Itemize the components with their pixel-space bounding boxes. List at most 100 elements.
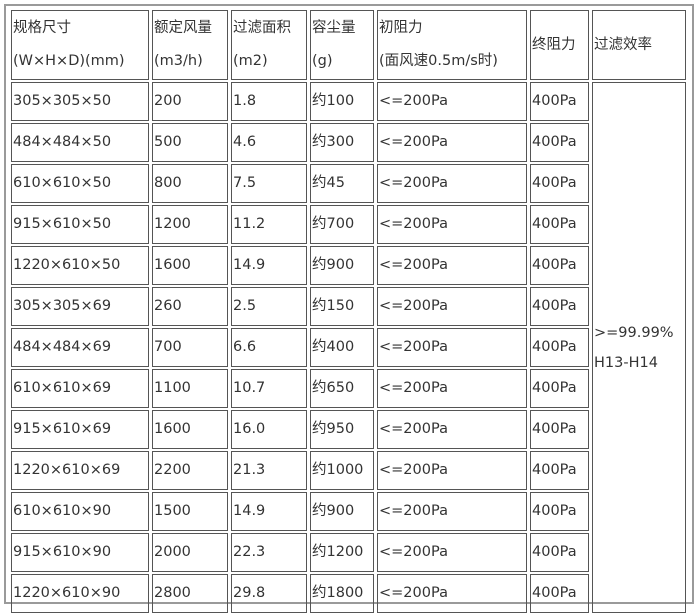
table-row: 484×484×69 700 6.6 约400 <=200Pa 400Pa xyxy=(11,328,686,367)
table-cell: 14.9 xyxy=(231,246,307,285)
table-cell: 约400 xyxy=(310,328,374,367)
table-row: 305×305×69 260 2.5 约150 <=200Pa 400Pa xyxy=(11,287,686,326)
table-cell: 6.6 xyxy=(231,328,307,367)
table-row: 1220×610×50 1600 14.9 约900 <=200Pa 400Pa xyxy=(11,246,686,285)
table-cell: <=200Pa xyxy=(377,492,527,531)
header-line1: 过滤面积 xyxy=(233,20,291,36)
table-cell: 484×484×69 xyxy=(11,328,149,367)
header-cell: 规格尺寸 (W×H×D)(mm) xyxy=(11,10,149,80)
table-cell: 400Pa xyxy=(530,246,589,285)
table-cell: 400Pa xyxy=(530,451,589,490)
table-cell: 11.2 xyxy=(231,205,307,244)
header-cell: 终阻力 xyxy=(530,10,589,80)
header-row: 规格尺寸 (W×H×D)(mm) 额定风量 (m3/h) 过滤面积 (m2) 容尘量 (g) 初… xyxy=(11,10,686,80)
table-cell: 610×610×69 xyxy=(11,369,149,408)
efficiency-cell: >=99.99% H13-H14 xyxy=(592,82,686,613)
header-line1: 终阻力 xyxy=(532,36,576,53)
table-cell: 2200 xyxy=(152,451,228,490)
table-cell: 500 xyxy=(152,123,228,162)
table-row: 1220×610×69 2200 21.3 约1000 <=200Pa 400Pa xyxy=(11,451,686,490)
table-cell: 305×305×69 xyxy=(11,287,149,326)
header-line1: 规格尺寸 xyxy=(13,20,71,36)
header-cell: 过滤效率 xyxy=(592,10,686,80)
table-cell: 约650 xyxy=(310,369,374,408)
table-cell: 2800 xyxy=(152,574,228,613)
table-cell: 1100 xyxy=(152,369,228,408)
header-line1: 初阻力 xyxy=(379,20,423,36)
header-line2: (m3/h) xyxy=(154,53,203,69)
header-line2: (W×H×D)(mm) xyxy=(13,53,125,69)
table-cell: 约900 xyxy=(310,246,374,285)
table-cell: 约1200 xyxy=(310,533,374,572)
header-cell: 容尘量 (g) xyxy=(310,10,374,80)
table-cell: 约100 xyxy=(310,82,374,121)
table-cell: 484×484×50 xyxy=(11,123,149,162)
table-row: 610×610×50 800 7.5 约45 <=200Pa 400Pa xyxy=(11,164,686,203)
table-cell: 400Pa xyxy=(530,410,589,449)
table-row: 915×610×69 1600 16.0 约950 <=200Pa 400Pa xyxy=(11,410,686,449)
table-cell: 21.3 xyxy=(231,451,307,490)
table-cell: <=200Pa xyxy=(377,574,527,613)
efficiency-grade: H13-H14 xyxy=(594,354,658,371)
table-cell: 1200 xyxy=(152,205,228,244)
table-cell: 1600 xyxy=(152,410,228,449)
table-cell: 16.0 xyxy=(231,410,307,449)
table-cell: <=200Pa xyxy=(377,369,527,408)
table-row: 1220×610×90 2800 29.8 约1800 <=200Pa 400Pa xyxy=(11,574,686,613)
table-cell: 2.5 xyxy=(231,287,307,326)
table-cell: 610×610×50 xyxy=(11,164,149,203)
table-cell: <=200Pa xyxy=(377,451,527,490)
table-cell: 约150 xyxy=(310,287,374,326)
table-cell: 400Pa xyxy=(530,574,589,613)
table-cell: <=200Pa xyxy=(377,205,527,244)
table-cell: 400Pa xyxy=(530,369,589,408)
table-row: 305×305×50 200 1.8 约100 <=200Pa 400Pa >=99.99%… xyxy=(11,82,686,613)
table-cell: 400Pa xyxy=(530,492,589,531)
table-cell: <=200Pa xyxy=(377,410,527,449)
table-cell: 915×610×90 xyxy=(11,533,149,572)
table-row: 484×484×50 500 4.6 约300 <=200Pa 400Pa xyxy=(11,123,686,162)
table-cell: 14.9 xyxy=(231,492,307,531)
table-cell: 700 xyxy=(152,328,228,367)
table-cell: 1220×610×69 xyxy=(11,451,149,490)
table-row: 610×610×69 1100 10.7 约650 <=200Pa 400Pa xyxy=(11,369,686,408)
table-cell: 22.3 xyxy=(231,533,307,572)
table-row: 610×610×90 1500 14.9 约900 <=200Pa 400Pa xyxy=(11,492,686,531)
table-cell: 400Pa xyxy=(530,164,589,203)
table-cell: 约950 xyxy=(310,410,374,449)
table-cell: 610×610×90 xyxy=(11,492,149,531)
header-line2: (面风速0.5m/s时) xyxy=(379,53,498,69)
table-cell: 400Pa xyxy=(530,287,589,326)
table-cell: 1220×610×90 xyxy=(11,574,149,613)
table-cell: <=200Pa xyxy=(377,246,527,285)
table-cell: <=200Pa xyxy=(377,123,527,162)
header-cell: 初阻力 (面风速0.5m/s时) xyxy=(377,10,527,80)
table-cell: 约900 xyxy=(310,492,374,531)
table-cell: 1220×610×50 xyxy=(11,246,149,285)
table-cell: 400Pa xyxy=(530,123,589,162)
table-cell: 约1000 xyxy=(310,451,374,490)
table-cell: 约300 xyxy=(310,123,374,162)
table-cell: 7.5 xyxy=(231,164,307,203)
table-cell: 305×305×50 xyxy=(11,82,149,121)
table-cell: 1.8 xyxy=(231,82,307,121)
header-cell: 额定风量 (m3/h) xyxy=(152,10,228,80)
table-cell: 约45 xyxy=(310,164,374,203)
table-cell: 200 xyxy=(152,82,228,121)
header-line2: (m2) xyxy=(233,53,268,69)
table-cell: <=200Pa xyxy=(377,164,527,203)
header-line1: 额定风量 xyxy=(154,20,212,36)
table-cell: <=200Pa xyxy=(377,82,527,121)
table-cell: 29.8 xyxy=(231,574,307,613)
table-cell: 1500 xyxy=(152,492,228,531)
header-line2: (g) xyxy=(312,53,333,69)
table-cell: 约1800 xyxy=(310,574,374,613)
table-cell: 800 xyxy=(152,164,228,203)
table-cell: <=200Pa xyxy=(377,328,527,367)
table-cell: 260 xyxy=(152,287,228,326)
table-cell: <=200Pa xyxy=(377,287,527,326)
table-cell: 400Pa xyxy=(530,205,589,244)
table-cell: 2000 xyxy=(152,533,228,572)
header-line1: 过滤效率 xyxy=(594,36,652,53)
spec-table-frame: 规格尺寸 (W×H×D)(mm) 额定风量 (m3/h) 过滤面积 (m2) 容尘量 (g) 初… xyxy=(4,4,694,613)
